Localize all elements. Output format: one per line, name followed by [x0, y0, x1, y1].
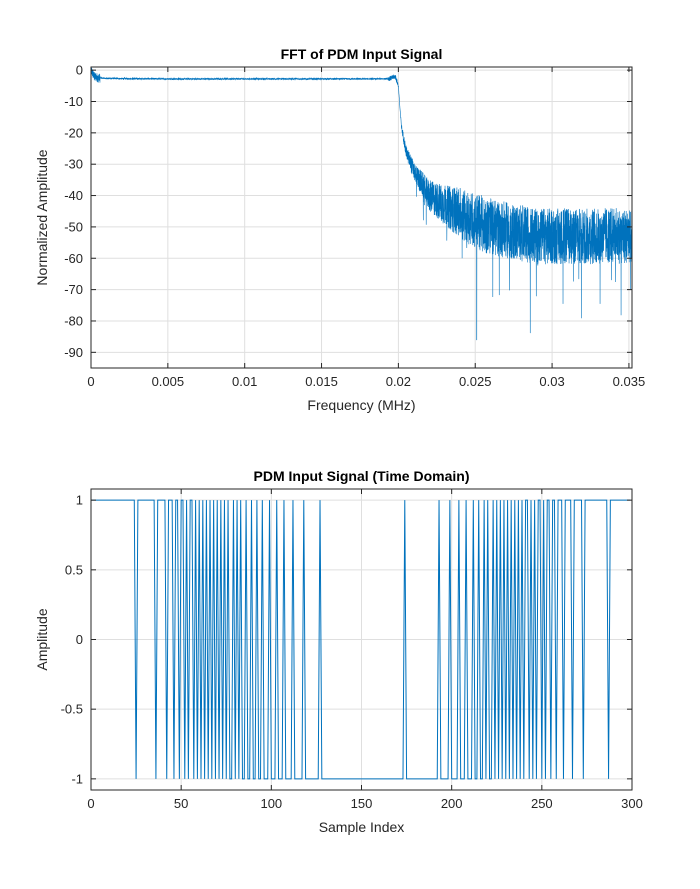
y-tick-label: -1: [71, 771, 83, 786]
y-tick-label: 1: [76, 493, 83, 508]
x-tick-label: 0.01: [232, 374, 257, 389]
x-axis-label: Sample Index: [319, 819, 405, 835]
x-tick-label: 100: [260, 796, 282, 811]
x-tick-label: 0.025: [459, 374, 492, 389]
x-tick-label: 250: [531, 796, 553, 811]
fft-series-line: [91, 67, 632, 341]
y-tick-label: -50: [64, 219, 83, 234]
y-tick-label: -0.5: [61, 702, 83, 717]
chart-title: PDM Input Signal (Time Domain): [254, 468, 470, 484]
x-tick-label: 0.03: [539, 374, 564, 389]
axes-frame: [90, 66, 633, 369]
y-tick-label: -60: [64, 251, 83, 266]
x-tick-label: 0.02: [386, 374, 411, 389]
x-tick-label: 0.015: [305, 374, 338, 389]
x-tick-label: 0: [87, 796, 94, 811]
time-domain-axes: 0 50 100 150 200 250 300 1 0.5 0 -0.5 -1 PDM Input S…: [34, 468, 643, 835]
x-tick-label: 200: [441, 796, 463, 811]
x-tick-label: 0: [87, 374, 94, 389]
y-tick-label: 0: [76, 632, 83, 647]
x-tick-label: 0.035: [613, 374, 646, 389]
y-tick-label: -90: [64, 345, 83, 360]
y-tick-label: -80: [64, 313, 83, 328]
chart-title: FFT of PDM Input Signal: [281, 46, 443, 62]
x-tick-label: 50: [174, 796, 188, 811]
y-tick-label: -70: [64, 282, 83, 297]
y-tick-label: -30: [64, 157, 83, 172]
y-tick-label: 0: [76, 63, 83, 78]
x-axis-label: Frequency (MHz): [307, 397, 415, 413]
fft-axes: 0 0.005 0.01 0.015 0.02 0.025 0.03 0.035 0 -10 -20…: [34, 46, 645, 413]
x-tick-label: 0.005: [152, 374, 185, 389]
y-tick-label: -10: [64, 94, 83, 109]
pdm-series-line: [91, 499, 631, 780]
y-axis-label: Amplitude: [34, 608, 50, 670]
y-tick-label: 0.5: [65, 562, 83, 577]
y-tick-label: -40: [64, 188, 83, 203]
x-tick-label: 150: [351, 796, 373, 811]
x-tick-label: 300: [621, 796, 643, 811]
y-tick-label: -20: [64, 125, 83, 140]
y-axis-label: Normalized Amplitude: [34, 149, 50, 285]
